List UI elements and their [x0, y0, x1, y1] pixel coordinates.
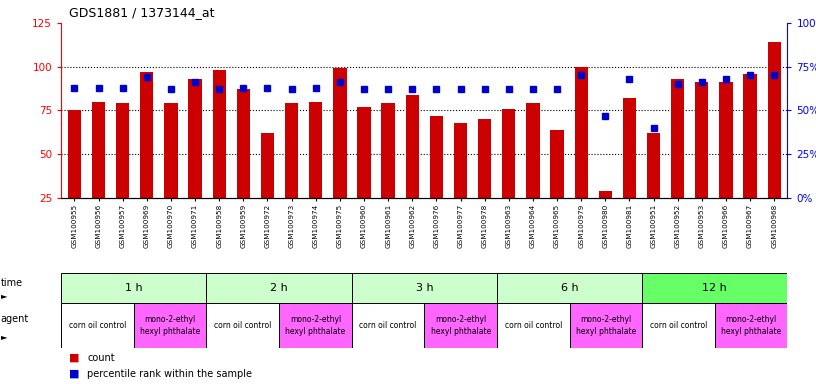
Bar [140, 72, 153, 198]
Bar [424, 303, 497, 348]
Bar [406, 95, 419, 198]
Text: mono-2-ethyl
hexyl phthalate: mono-2-ethyl hexyl phthalate [721, 315, 781, 336]
Text: corn oil control: corn oil control [650, 321, 707, 330]
Bar [526, 103, 539, 198]
Bar [550, 130, 564, 198]
Bar [478, 119, 491, 198]
Bar [599, 191, 612, 198]
Text: 1 h: 1 h [125, 283, 143, 293]
Bar [206, 273, 352, 303]
Bar [574, 67, 588, 198]
Bar [743, 74, 756, 198]
Text: count: count [87, 353, 115, 363]
Bar [285, 103, 299, 198]
Text: agent: agent [1, 314, 29, 324]
Bar [497, 303, 570, 348]
Bar [237, 89, 250, 198]
Text: ►: ► [1, 291, 7, 300]
Text: corn oil control: corn oil control [359, 321, 417, 330]
Bar [454, 122, 467, 198]
Text: ■: ■ [69, 369, 80, 379]
Bar [116, 103, 130, 198]
Bar [134, 303, 206, 348]
Bar [188, 79, 202, 198]
Bar [715, 303, 787, 348]
Text: 2 h: 2 h [270, 283, 288, 293]
Bar [357, 107, 370, 198]
Bar [502, 109, 516, 198]
Bar [671, 79, 685, 198]
Bar [695, 83, 708, 198]
Bar [497, 273, 642, 303]
Bar [261, 133, 274, 198]
Bar [642, 273, 787, 303]
Bar [206, 303, 279, 348]
Text: percentile rank within the sample: percentile rank within the sample [87, 369, 252, 379]
Bar [309, 102, 322, 198]
Text: 6 h: 6 h [561, 283, 579, 293]
Bar [279, 303, 352, 348]
Text: corn oil control: corn oil control [504, 321, 562, 330]
Text: mono-2-ethyl
hexyl phthalate: mono-2-ethyl hexyl phthalate [140, 315, 200, 336]
Text: corn oil control: corn oil control [214, 321, 272, 330]
Bar [642, 303, 715, 348]
Text: GDS1881 / 1373144_at: GDS1881 / 1373144_at [69, 6, 215, 19]
Bar [61, 303, 134, 348]
Text: corn oil control: corn oil control [69, 321, 126, 330]
Bar [333, 68, 347, 198]
Bar [352, 273, 497, 303]
Text: time: time [1, 278, 23, 288]
Text: mono-2-ethyl
hexyl phthalate: mono-2-ethyl hexyl phthalate [431, 315, 490, 336]
Bar [623, 98, 636, 198]
Text: ►: ► [1, 332, 7, 341]
Bar [647, 133, 660, 198]
Text: 12 h: 12 h [703, 283, 727, 293]
Text: mono-2-ethyl
hexyl phthalate: mono-2-ethyl hexyl phthalate [286, 315, 345, 336]
Text: ■: ■ [69, 353, 80, 363]
Bar [164, 103, 178, 198]
Bar [68, 111, 81, 198]
Bar [92, 102, 105, 198]
Bar [61, 273, 206, 303]
Bar [768, 42, 781, 198]
Text: 3 h: 3 h [415, 283, 433, 293]
Bar [213, 70, 226, 198]
Bar [382, 103, 395, 198]
Bar [719, 83, 733, 198]
Bar [430, 116, 443, 198]
Bar [570, 303, 642, 348]
Bar [352, 303, 424, 348]
Text: mono-2-ethyl
hexyl phthalate: mono-2-ethyl hexyl phthalate [576, 315, 636, 336]
